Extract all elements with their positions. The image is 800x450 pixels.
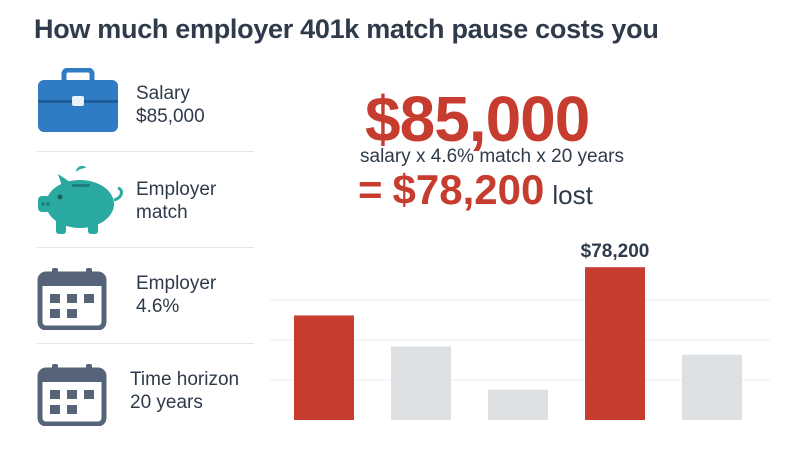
result-amount: $78,200 xyxy=(392,166,545,213)
employer-rate-label: Employer 4.6% xyxy=(136,273,217,317)
time-horizon-row: Time horizon 20 years xyxy=(36,348,256,444)
bar-4 xyxy=(585,267,645,420)
calendar-icon xyxy=(37,364,107,426)
bar-5 xyxy=(682,354,742,420)
page-title: How much employer 401k match pause costs… xyxy=(34,14,659,44)
chart-bars xyxy=(294,267,742,420)
bar-3 xyxy=(488,389,548,420)
chart-data-labels: $78,200 xyxy=(581,241,650,262)
result-line: = $78,200 lost xyxy=(358,166,593,214)
calendar-icon xyxy=(37,268,107,330)
equals-sign: = xyxy=(358,166,383,213)
bar-1 xyxy=(294,315,354,420)
briefcase-icon xyxy=(38,68,118,132)
row-divider xyxy=(36,247,254,248)
bar-2 xyxy=(391,346,451,420)
salary-label: Salary $85,000 xyxy=(136,83,205,127)
salary-headline: $85,000 xyxy=(365,83,590,155)
employer-rate-row: Employer 4.6% xyxy=(36,252,256,348)
salary-row: Salary $85,000 xyxy=(36,60,256,156)
time-horizon-label: Time horizon 20 years xyxy=(130,369,240,413)
row-divider xyxy=(36,151,254,152)
bar-chart: $78,200 xyxy=(270,241,770,420)
employer-match-label: Employer match xyxy=(136,179,217,223)
bar-4-data-label: $78,200 xyxy=(581,241,650,262)
employer-match-row: Employer match xyxy=(36,156,256,252)
row-divider xyxy=(36,343,254,344)
result-suffix: lost xyxy=(552,180,593,210)
formula-text: salary x 4.6% match x 20 years xyxy=(360,146,624,167)
piggy-bank-icon xyxy=(38,165,123,234)
